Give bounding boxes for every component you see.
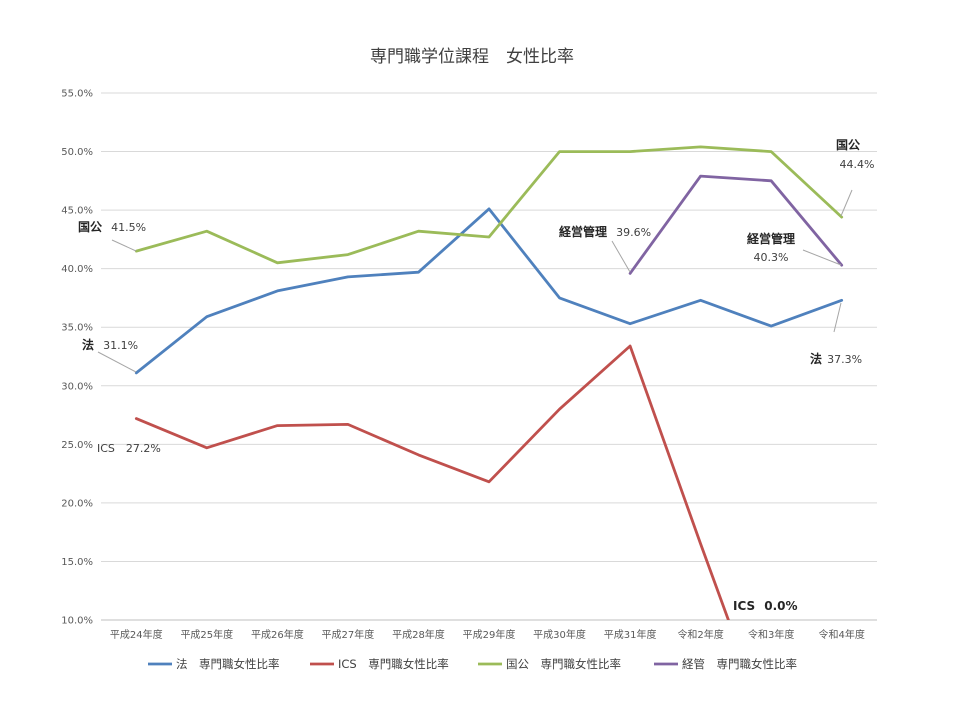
label-kokko-start-name: 国公 [78, 220, 102, 234]
x-tick-label: 平成30年度 [533, 628, 586, 641]
x-tick-label: 平成28年度 [392, 628, 445, 641]
label-kokko-end-value: 44.4% [840, 158, 875, 171]
leader-ho-end [833, 302, 842, 333]
series-line-0 [134, 207, 844, 375]
x-tick-label: 平成29年度 [463, 628, 516, 641]
label-ho-end: 法 37.3% [810, 348, 862, 367]
label-ho-start-name: 法 [82, 337, 94, 352]
x-tick-label: 令和2年度 [677, 628, 723, 641]
chart-title: 専門職学位課程 女性比率 [370, 47, 574, 67]
y-tick-label: 15.0% [61, 557, 93, 568]
y-tick-label: 45.0% [61, 206, 93, 217]
series-line-2 [134, 145, 844, 265]
x-axis-ticks: 平成24年度 平成25年度 平成26年度 平成27年度 平成28年度 平成29年度 平成30… [110, 628, 865, 641]
leader-ho-start [97, 351, 137, 373]
x-tick-label: 平成24年度 [110, 628, 163, 641]
label-keiei-end-name: 経営管理 [747, 231, 795, 246]
y-tick-label: 55.0% [61, 89, 93, 100]
label-ho-end-name: 法 [810, 351, 822, 366]
label-ho-start-value: 31.1% [103, 339, 138, 352]
leader-kokko-end [840, 189, 853, 217]
x-tick-label: 平成27年度 [322, 628, 375, 641]
annotation-leaders [97, 189, 853, 373]
series-lines [134, 145, 844, 620]
label-ics-end: ICS 0.0% [733, 595, 798, 614]
legend-label: 国公 専門職女性比率 [506, 657, 621, 671]
label-keiei-start-name: 経営管理 [559, 224, 607, 239]
x-tick-label: 平成31年度 [604, 628, 657, 641]
x-tick-label: 令和3年度 [748, 628, 794, 641]
label-keiei-end-value: 40.3% [754, 251, 789, 264]
y-tick-label: 35.0% [61, 323, 93, 334]
x-tick-label: 平成25年度 [180, 628, 233, 641]
label-ics-end-value: 0.0% [764, 599, 797, 613]
label-ics-end-name: ICS [733, 599, 755, 613]
legend-label: 法 専門職女性比率 [176, 657, 280, 671]
gridlines [101, 92, 877, 621]
y-tick-label: 40.0% [61, 264, 93, 275]
leader-keiei-start [611, 240, 631, 273]
legend-label: 経管 専門職女性比率 [682, 657, 797, 671]
leader-keiei-end [802, 249, 842, 266]
series-line-3 [628, 174, 844, 275]
y-axis-ticks: 10.0% 15.0% 20.0% 25.0% 30.0% 35.0% 40.0% 45.0%… [61, 89, 93, 627]
series-line-1 [134, 344, 730, 620]
y-tick-label: 10.0% [61, 616, 93, 627]
label-kokko-start: 国公 41.5% [78, 216, 146, 235]
y-tick-label: 20.0% [61, 498, 93, 509]
label-ho-start: 法 31.1% [82, 334, 138, 353]
legend: 法 専門職女性比率 ICS 専門職女性比率 国公 専門職女性比率 経管 専門職女性比率 [148, 657, 797, 671]
label-keiei-start-value: 39.6% [616, 226, 651, 239]
y-tick-label: 50.0% [61, 147, 93, 158]
leader-kokko-start [111, 239, 137, 252]
x-tick-label: 令和4年度 [819, 628, 865, 641]
y-tick-label: 30.0% [61, 381, 93, 392]
y-tick-label: 25.0% [61, 440, 93, 451]
label-keiei-start: 経営管理 39.6% [559, 221, 651, 240]
legend-label: ICS 専門職女性比率 [338, 657, 449, 671]
x-tick-label: 平成26年度 [251, 628, 304, 641]
label-kokko-end-name: 国公 [836, 138, 860, 152]
label-ics-start: ICS 27.2% [97, 442, 161, 455]
label-ho-end-value: 37.3% [827, 353, 862, 366]
label-kokko-start-value: 41.5% [111, 221, 146, 234]
